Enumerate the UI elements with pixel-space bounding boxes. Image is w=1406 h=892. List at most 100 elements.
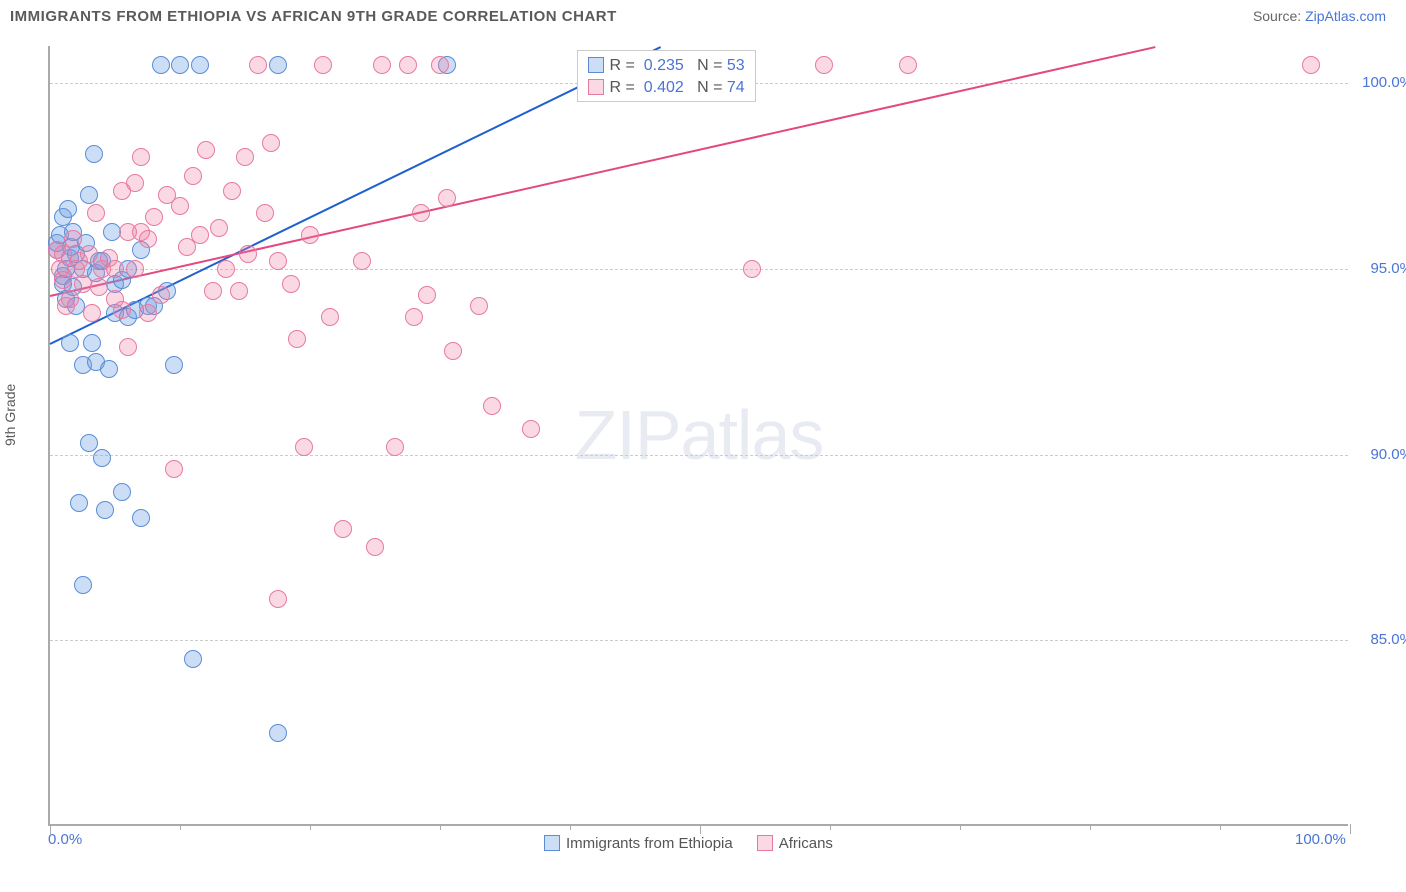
- ytick-label: 95.0%: [1370, 260, 1406, 277]
- data-point: [191, 226, 209, 244]
- data-point: [256, 204, 274, 222]
- xtick-minor: [960, 824, 961, 830]
- data-point: [418, 286, 436, 304]
- legend-item-ethiopia: Immigrants from Ethiopia: [544, 835, 733, 852]
- data-point: [412, 204, 430, 222]
- data-point: [210, 219, 228, 237]
- data-point: [269, 590, 287, 608]
- legend-stats-row: R = 0.402 N = 74: [588, 77, 745, 99]
- watermark: ZIPatlas: [575, 395, 824, 475]
- ytick-label: 100.0%: [1362, 74, 1406, 91]
- data-point: [230, 282, 248, 300]
- xtick-major: [1350, 824, 1351, 834]
- legend-stats: R = 0.235 N = 53R = 0.402 N = 74: [577, 50, 756, 102]
- data-point: [249, 56, 267, 74]
- data-point: [80, 434, 98, 452]
- data-point: [288, 330, 306, 348]
- data-point: [70, 494, 88, 512]
- data-point: [85, 145, 103, 163]
- data-point: [145, 208, 163, 226]
- data-point: [106, 260, 124, 278]
- data-point: [126, 260, 144, 278]
- chart-title: IMMIGRANTS FROM ETHIOPIA VS AFRICAN 9TH …: [10, 8, 617, 25]
- data-point: [295, 438, 313, 456]
- data-point: [262, 134, 280, 152]
- data-point: [334, 520, 352, 538]
- data-point: [444, 342, 462, 360]
- data-point: [132, 148, 150, 166]
- data-point: [83, 304, 101, 322]
- data-point: [314, 56, 332, 74]
- data-point: [171, 56, 189, 74]
- data-point: [74, 576, 92, 594]
- data-point: [126, 174, 144, 192]
- data-point: [93, 449, 111, 467]
- xtick-minor: [310, 824, 311, 830]
- data-point: [470, 297, 488, 315]
- data-point: [399, 56, 417, 74]
- data-point: [353, 252, 371, 270]
- data-point: [373, 56, 391, 74]
- data-point: [152, 56, 170, 74]
- ytick-label: 85.0%: [1370, 631, 1406, 648]
- y-axis-title: 9th Grade: [2, 384, 18, 446]
- data-point: [321, 308, 339, 326]
- data-point: [132, 509, 150, 527]
- data-point: [223, 182, 241, 200]
- data-point: [184, 650, 202, 668]
- xtick-minor: [440, 824, 441, 830]
- xtick-label: 0.0%: [48, 831, 82, 848]
- xtick-minor: [570, 824, 571, 830]
- data-point: [191, 56, 209, 74]
- ytick-label: 90.0%: [1370, 446, 1406, 463]
- data-point: [171, 197, 189, 215]
- data-point: [269, 56, 287, 74]
- gridline: [50, 455, 1348, 456]
- data-point: [743, 260, 761, 278]
- xtick-minor: [830, 824, 831, 830]
- data-point: [269, 252, 287, 270]
- source-link[interactable]: ZipAtlas.com: [1305, 8, 1386, 24]
- data-point: [301, 226, 319, 244]
- data-point: [184, 167, 202, 185]
- data-point: [80, 245, 98, 263]
- data-point: [87, 204, 105, 222]
- data-point: [83, 334, 101, 352]
- xtick-minor: [1090, 824, 1091, 830]
- data-point: [165, 460, 183, 478]
- data-point: [90, 278, 108, 296]
- data-point: [113, 301, 131, 319]
- xtick-label: 100.0%: [1295, 831, 1346, 848]
- data-point: [165, 356, 183, 374]
- data-point: [59, 200, 77, 218]
- data-point: [139, 304, 157, 322]
- data-point: [80, 186, 98, 204]
- data-point: [197, 141, 215, 159]
- legend-swatch: [544, 835, 560, 851]
- data-point: [204, 282, 222, 300]
- data-point: [119, 338, 137, 356]
- legend-bottom: Immigrants from EthiopiaAfricans: [544, 835, 857, 852]
- data-point: [113, 483, 131, 501]
- data-point: [438, 189, 456, 207]
- data-point: [64, 230, 82, 248]
- source-line: Source: ZipAtlas.com: [1253, 8, 1386, 24]
- data-point: [61, 290, 79, 308]
- data-point: [405, 308, 423, 326]
- data-point: [431, 56, 449, 74]
- data-point: [386, 438, 404, 456]
- data-point: [96, 501, 114, 519]
- data-point: [236, 148, 254, 166]
- data-point: [152, 286, 170, 304]
- data-point: [522, 420, 540, 438]
- data-point: [239, 245, 257, 263]
- legend-stats-row: R = 0.235 N = 53: [588, 55, 745, 77]
- xtick-minor: [1220, 824, 1221, 830]
- data-point: [100, 360, 118, 378]
- scatter-chart: ZIPatlas 85.0%90.0%95.0%100.0%0.0%100.0%…: [48, 46, 1348, 826]
- data-point: [899, 56, 917, 74]
- data-point: [269, 724, 287, 742]
- data-point: [61, 334, 79, 352]
- data-point: [1302, 56, 1320, 74]
- legend-swatch: [588, 57, 604, 73]
